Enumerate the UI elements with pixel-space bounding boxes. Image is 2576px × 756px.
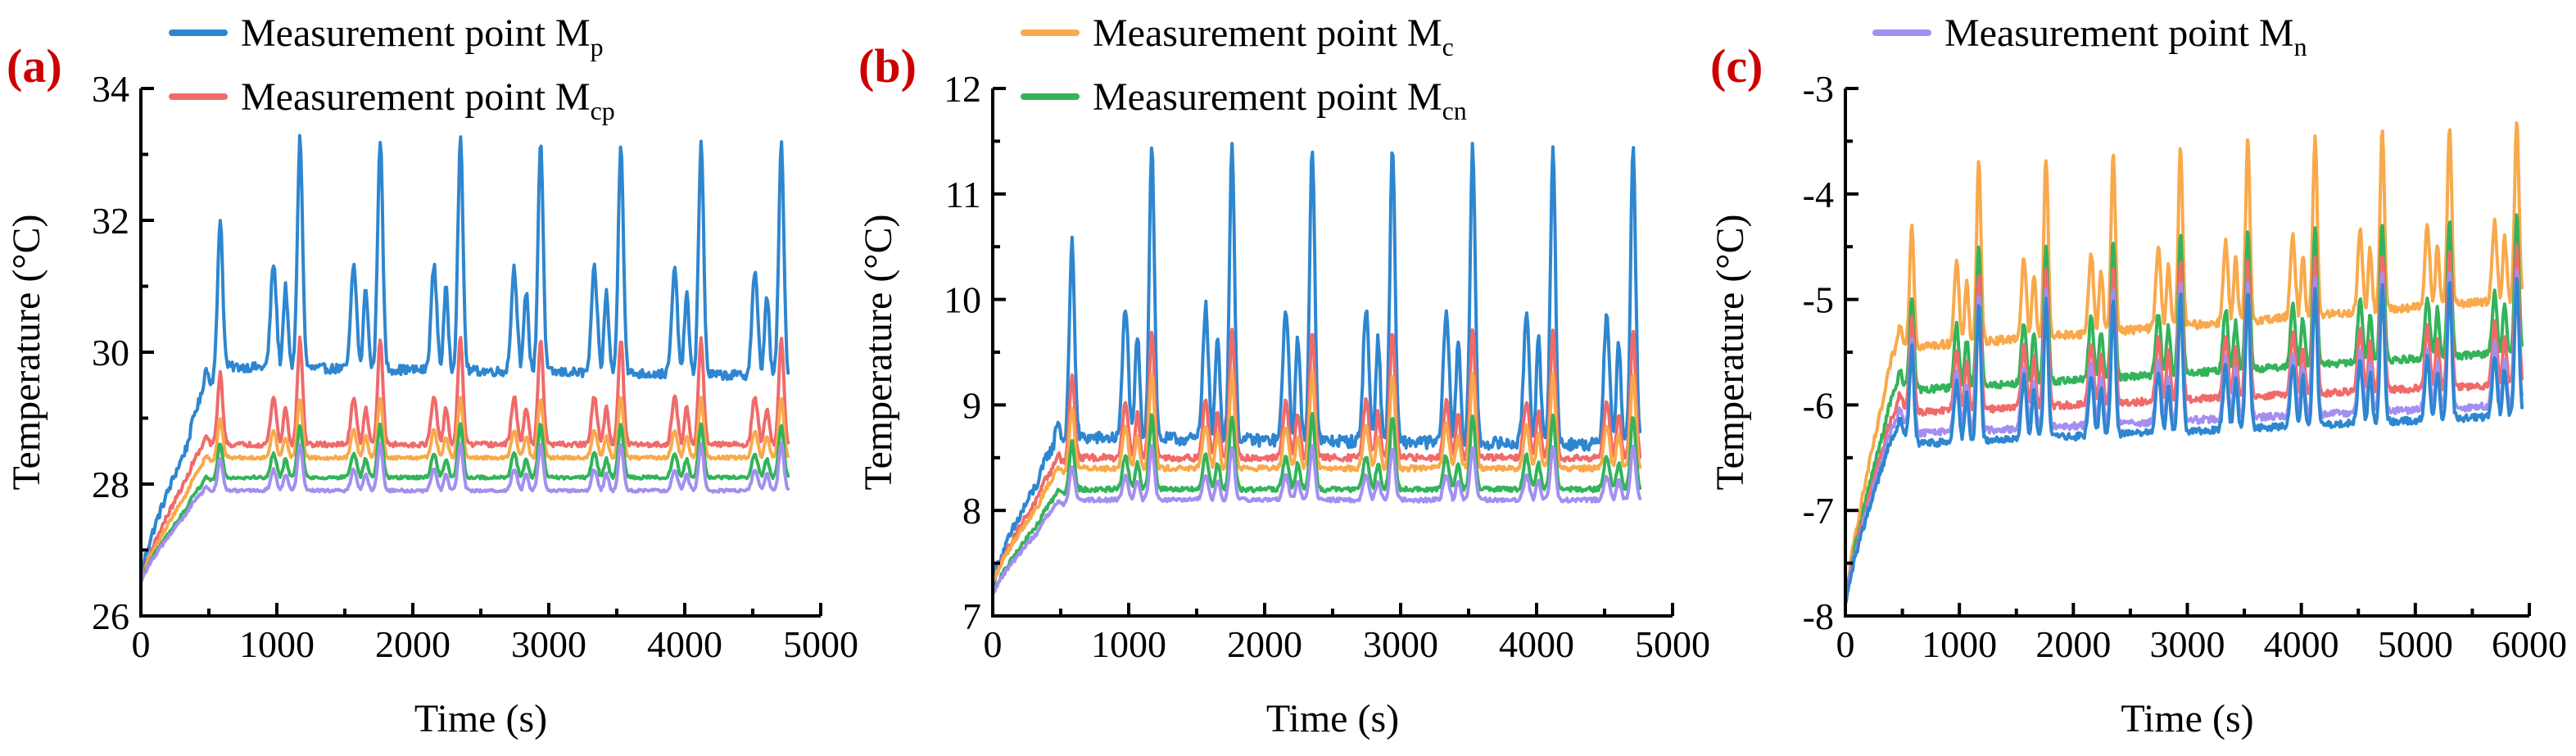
legend-entry-mn: Measurement point Mn [1872,11,2307,61]
series-line-mp [991,142,1642,587]
panel-c: (c) 0 1000 2000 3000 4000 5000 6000 -8 -7 -6 -5 -4 -3… [1709,11,2567,740]
y-axis-title: Temperature (°C) [1709,214,1752,490]
x-tick-label: 0 [1836,623,1855,665]
legend-label-subscript: p [591,32,604,61]
legend-label: Measurement point Mn [1944,11,2307,61]
y-tick-label: 32 [92,200,129,242]
x-tick-label: 5000 [1635,623,1710,665]
y-tick-label: 12 [944,68,981,110]
legend-label: Measurement point Mc [1093,11,1454,61]
y-tick-label: 11 [945,174,981,215]
x-tick-label: 4000 [647,623,722,665]
x-tick-label: 0 [984,623,1003,665]
panel-a: (a) 0 1000 2000 3000 4000 5000 26 28 30 32 34 Time (… [5,11,858,740]
x-tick-label: 3000 [2150,623,2225,665]
legend-label: Measurement point Mcp [241,75,615,125]
panel-label: (b) [858,39,917,93]
legend-label-base: Measurement point M [241,11,591,55]
x-tick-label: 4000 [1499,623,1574,665]
x-tick-label: 5000 [2378,623,2453,665]
y-tick-label: 9 [962,384,981,426]
x-tick-label: 6000 [2492,623,2567,665]
y-tick-label: -5 [1803,279,1834,321]
x-axis-title: Time (s) [2121,697,2253,740]
y-tick-label: 26 [92,595,129,637]
y-axis-title: Temperature (°C) [5,214,48,490]
y-tick-label: -6 [1803,384,1834,426]
x-tick-label: 0 [132,623,151,665]
legend-label-subscript: cp [591,96,615,125]
legend-entry-mp: Measurement point Mp [169,11,604,61]
x-tick-label: 2000 [2035,623,2111,665]
y-tick-label: -7 [1803,490,1834,532]
x-tick-label: 1000 [239,623,315,665]
series-line-mcp [1844,242,2524,605]
legend-label-base: Measurement point M [1093,11,1442,55]
axes-frame [991,88,1673,618]
legend-label: Measurement point Mcn [1093,75,1467,125]
series-line-mcn [139,422,790,584]
y-tick-label: -3 [1803,68,1834,110]
x-tick-label: 5000 [783,623,858,665]
legend-label-subscript: c [1442,32,1454,61]
x-tick-label: 3000 [1363,623,1438,665]
x-axis-title: Time (s) [1266,697,1399,740]
axes-frame [139,88,821,618]
y-tick-label: 8 [962,490,981,532]
series-line-mc [139,396,790,584]
x-tick-label: 1000 [1922,623,1997,665]
y-tick-label: 30 [92,332,129,373]
legend-entry-mcp: Measurement point Mcp [169,75,615,125]
series-line-mn [1844,268,2524,605]
legend-label: Measurement point Mp [241,11,604,61]
legend-label-base: Measurement point M [1093,75,1442,119]
x-tick-label: 2000 [375,623,450,665]
y-axis-title: Temperature (°C) [857,214,900,490]
series-line-mn [139,441,790,584]
y-tick-label: 10 [944,279,981,321]
series-line-mc [1844,121,2524,605]
series-line-mn [991,444,1642,595]
series-line-mp [139,134,790,577]
y-tick-label: 34 [92,68,129,110]
x-tick-label: 4000 [2264,623,2339,665]
y-tick-label: 28 [92,464,129,505]
legend-entry-mc: Measurement point Mc [1021,11,1454,61]
x-tick-label: 1000 [1091,623,1166,665]
legend-entry-mcn: Measurement point Mcn [1021,75,1467,125]
panel-label: (a) [7,39,62,93]
series-line-mp [1844,276,2524,605]
panel-label: (c) [1710,39,1763,93]
legend-label-base: Measurement point M [241,75,591,119]
panel-b: (b) 0 1000 2000 3000 4000 5000 7 8 9 10 11 12 Time (s… [857,11,1710,740]
y-tick-label: -4 [1803,174,1834,215]
series-line-mcp [139,335,790,584]
legend-label-base: Measurement point M [1944,11,2294,55]
legend-label-subscript: cn [1442,96,1467,125]
x-axis-title: Time (s) [414,697,547,740]
legend-label-subscript: n [2294,32,2307,61]
x-tick-label: 2000 [1227,623,1302,665]
y-tick-label: -8 [1803,595,1834,637]
y-tick-label: 7 [962,595,981,637]
x-tick-label: 3000 [511,623,586,665]
